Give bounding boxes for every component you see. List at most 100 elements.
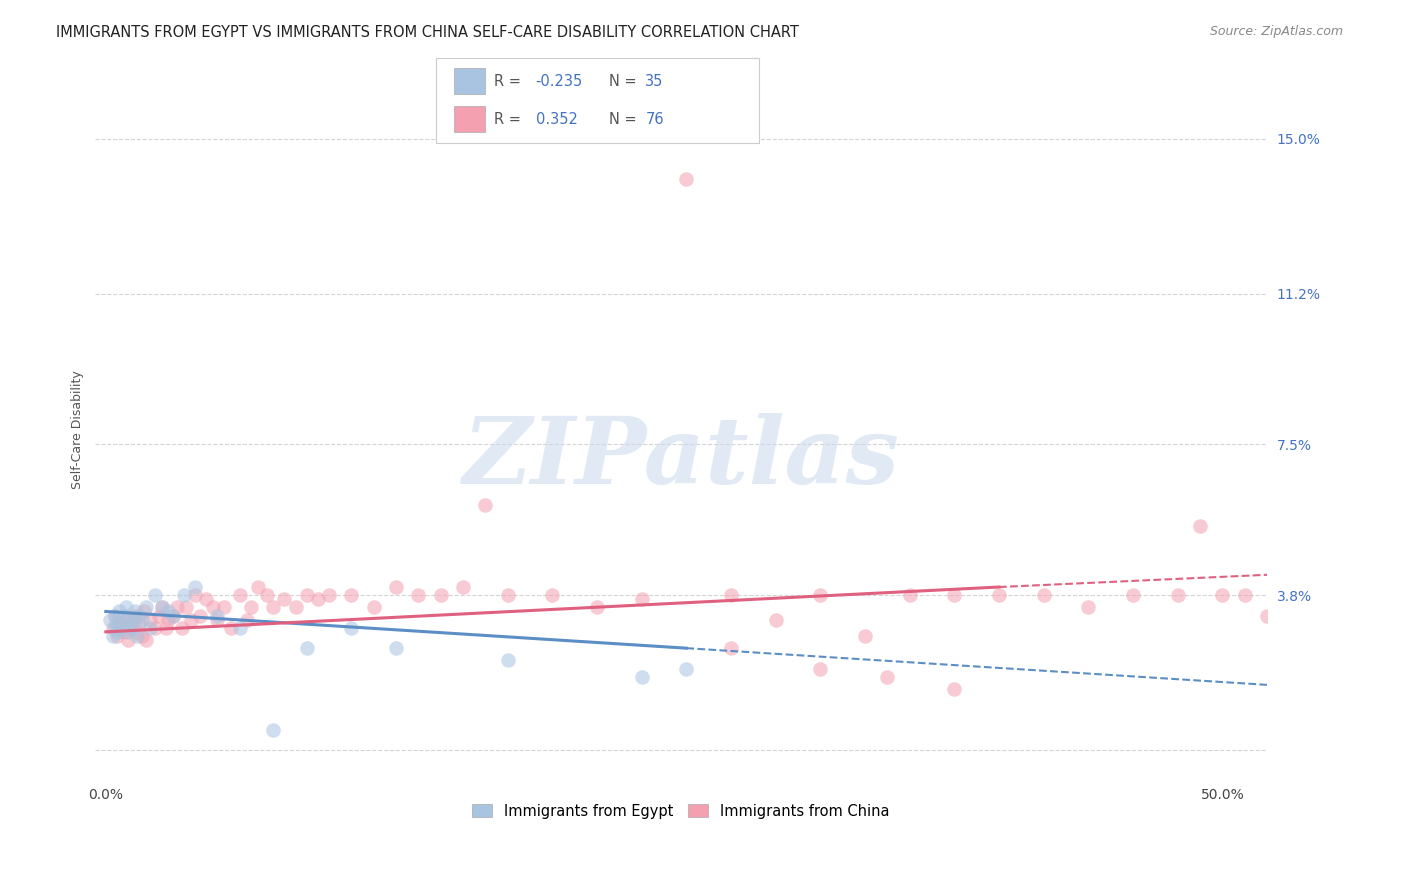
Point bbox=[988, 588, 1011, 602]
Point bbox=[128, 616, 150, 631]
Point bbox=[121, 621, 143, 635]
Point bbox=[363, 600, 385, 615]
Point bbox=[125, 629, 148, 643]
Point bbox=[212, 600, 235, 615]
Text: IMMIGRANTS FROM EGYPT VS IMMIGRANTS FROM CHINA SELF-CARE DISABILITY CORRELATION : IMMIGRANTS FROM EGYPT VS IMMIGRANTS FROM… bbox=[56, 25, 799, 40]
Text: 76: 76 bbox=[645, 112, 664, 127]
Point bbox=[112, 608, 135, 623]
Text: -0.235: -0.235 bbox=[536, 74, 583, 89]
Point bbox=[101, 621, 124, 635]
Point bbox=[150, 600, 173, 615]
Point bbox=[195, 592, 218, 607]
Point bbox=[148, 608, 170, 623]
Point bbox=[117, 624, 139, 639]
Point bbox=[166, 600, 188, 615]
Point bbox=[630, 592, 652, 607]
Point bbox=[131, 629, 153, 643]
Point bbox=[104, 608, 127, 623]
Point bbox=[295, 641, 318, 656]
Point bbox=[143, 621, 166, 635]
Point bbox=[1077, 600, 1099, 615]
Point bbox=[262, 600, 284, 615]
Point bbox=[115, 600, 138, 615]
Point bbox=[108, 613, 131, 627]
Point bbox=[429, 588, 451, 602]
Point bbox=[115, 608, 138, 623]
Point bbox=[307, 592, 329, 607]
Text: R =: R = bbox=[494, 74, 524, 89]
Text: 35: 35 bbox=[645, 74, 664, 89]
Text: 0.352: 0.352 bbox=[536, 112, 578, 127]
Point bbox=[229, 588, 252, 602]
Point bbox=[105, 624, 128, 639]
Point bbox=[105, 616, 128, 631]
Point bbox=[131, 613, 153, 627]
Point bbox=[157, 613, 180, 627]
Point bbox=[229, 621, 252, 635]
Point bbox=[943, 588, 966, 602]
Point bbox=[219, 621, 242, 635]
Point bbox=[474, 499, 496, 513]
Point bbox=[112, 624, 135, 639]
Point bbox=[139, 613, 162, 627]
Text: N =: N = bbox=[609, 74, 641, 89]
Point bbox=[162, 608, 184, 623]
Point bbox=[340, 621, 363, 635]
Point bbox=[1211, 588, 1233, 602]
Text: R =: R = bbox=[494, 112, 524, 127]
Point bbox=[451, 580, 474, 594]
Point bbox=[120, 621, 142, 635]
Text: N =: N = bbox=[609, 112, 641, 127]
Point bbox=[541, 588, 564, 602]
Point bbox=[943, 681, 966, 696]
Point bbox=[157, 605, 180, 619]
Point bbox=[135, 600, 157, 615]
Text: ZIPatlas: ZIPatlas bbox=[463, 413, 900, 503]
Point bbox=[853, 629, 876, 643]
Point bbox=[128, 608, 150, 623]
Point bbox=[720, 588, 742, 602]
Point bbox=[876, 670, 898, 684]
Point bbox=[675, 172, 697, 186]
Point bbox=[1032, 588, 1054, 602]
Point bbox=[104, 621, 127, 635]
Point bbox=[318, 588, 340, 602]
Point bbox=[284, 600, 307, 615]
Point bbox=[184, 580, 207, 594]
Point bbox=[898, 588, 921, 602]
Point bbox=[385, 580, 408, 594]
Point bbox=[340, 588, 363, 602]
Point bbox=[132, 605, 155, 619]
Point bbox=[139, 621, 162, 635]
Point bbox=[155, 621, 177, 635]
Text: Source: ZipAtlas.com: Source: ZipAtlas.com bbox=[1209, 25, 1343, 38]
Point bbox=[273, 592, 295, 607]
Point bbox=[207, 613, 229, 627]
Y-axis label: Self-Care Disability: Self-Care Disability bbox=[72, 371, 84, 490]
Point bbox=[110, 621, 132, 635]
Point bbox=[1233, 588, 1256, 602]
Point bbox=[150, 600, 173, 615]
Point bbox=[180, 613, 202, 627]
Point bbox=[808, 588, 831, 602]
Point bbox=[120, 616, 142, 631]
Point bbox=[117, 633, 139, 648]
Point bbox=[174, 600, 197, 615]
Point bbox=[101, 629, 124, 643]
Point bbox=[262, 723, 284, 737]
Point bbox=[808, 661, 831, 675]
Point bbox=[246, 580, 269, 594]
Point bbox=[173, 588, 195, 602]
Point bbox=[239, 600, 262, 615]
Point bbox=[235, 613, 257, 627]
Point bbox=[408, 588, 430, 602]
Point bbox=[207, 608, 229, 623]
Point bbox=[720, 641, 742, 656]
Point bbox=[104, 608, 127, 623]
Point bbox=[143, 588, 166, 602]
Point bbox=[586, 600, 609, 615]
Point bbox=[675, 661, 697, 675]
Point bbox=[201, 600, 224, 615]
Point bbox=[765, 613, 787, 627]
Point bbox=[162, 608, 184, 623]
